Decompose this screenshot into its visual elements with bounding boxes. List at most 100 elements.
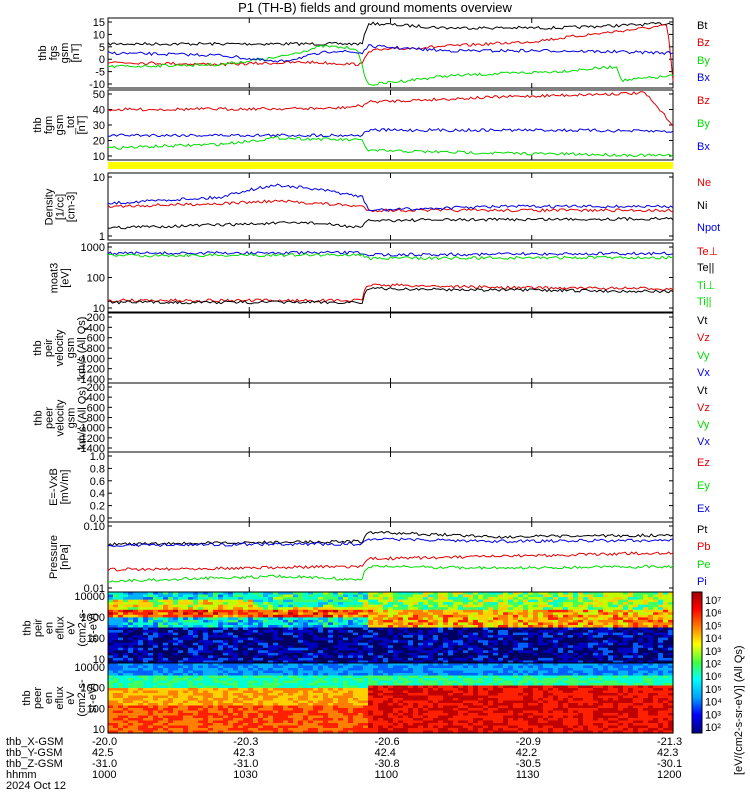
spectrogram-cell — [273, 720, 279, 724]
spectrogram-cell — [268, 594, 274, 598]
spectrogram-cell — [128, 625, 134, 629]
spectrogram-cell — [208, 688, 214, 692]
spectrogram-cell — [273, 614, 279, 618]
spectrogram-cell — [178, 597, 184, 601]
spectrogram-cell — [263, 607, 269, 611]
spectrogram-cell — [318, 663, 324, 667]
spectrogram-cell — [138, 670, 144, 674]
spectrogram-cell — [188, 693, 194, 697]
spectrogram-cell — [443, 642, 449, 646]
spectrogram-cell — [433, 657, 439, 661]
spectrogram-cell — [348, 668, 354, 672]
spectrogram-cell — [638, 609, 644, 613]
spectrogram-cell — [118, 718, 124, 722]
series-Pi — [107, 537, 674, 548]
spectrogram-cell — [358, 640, 364, 644]
spectrogram-cell — [598, 657, 604, 661]
spectrogram-cell — [478, 617, 484, 621]
spectrogram-cell — [453, 602, 459, 606]
spectrogram-cell — [638, 635, 644, 639]
spectrogram-cell — [618, 632, 624, 636]
spectrogram-cell — [168, 678, 174, 682]
spectrogram-cell — [148, 693, 154, 697]
spectrogram-cell — [373, 708, 379, 712]
panel-density: 101 — [93, 172, 674, 243]
spectrogram-cell — [393, 599, 399, 603]
spectrogram-cell — [148, 604, 154, 608]
spectrogram-cell — [193, 599, 199, 603]
spectrogram-cell — [158, 693, 164, 697]
spectrogram-cell — [463, 645, 469, 649]
spectrogram-cell — [468, 604, 474, 608]
spectrogram-cell — [618, 612, 624, 616]
spectrogram-cell — [658, 592, 664, 596]
spectrogram-cell — [503, 594, 509, 598]
spectrogram-cell — [213, 625, 219, 629]
spectrogram-cell — [288, 594, 294, 598]
spectrogram-cell — [548, 647, 554, 651]
spectrogram-cell — [263, 693, 269, 697]
spectrogram-cell — [203, 612, 209, 616]
ytick-label: -400 — [83, 392, 105, 404]
spectrogram-cell — [658, 597, 664, 601]
spectrogram-cell — [113, 703, 119, 707]
spectrogram-cell — [168, 599, 174, 603]
spectrogram-cell — [273, 675, 279, 679]
spectrogram-cell — [283, 690, 289, 694]
spectrogram-cell — [163, 668, 169, 672]
spectrogram-cell — [508, 642, 514, 646]
spectrogram-cell — [613, 607, 619, 611]
spectrogram-cell — [518, 645, 524, 649]
spectrogram-cell — [133, 708, 139, 712]
spectrogram-cell — [393, 630, 399, 634]
spectrogram-cell — [313, 693, 319, 697]
spectrogram-cell — [663, 630, 669, 634]
spectrogram-cell — [118, 710, 124, 714]
spectrogram-cell — [208, 723, 214, 727]
spectrogram-cell — [233, 625, 239, 629]
spectrogram-cell — [548, 635, 554, 639]
spectrogram-cell — [568, 642, 574, 646]
spectrogram-cell — [193, 715, 199, 719]
spectrogram-cell — [508, 632, 514, 636]
spectrogram-cell — [328, 602, 334, 606]
spectrogram-cell — [213, 720, 219, 724]
spectrogram-cell — [108, 642, 114, 646]
spectrogram-cell — [668, 609, 674, 613]
spectrogram-cell — [268, 635, 274, 639]
spectrogram-cell — [488, 625, 494, 629]
spectrogram-cell — [388, 647, 394, 651]
spectrogram-cell — [113, 715, 119, 719]
spectrogram-cell — [168, 693, 174, 697]
spectrogram-cell — [188, 713, 194, 717]
spectrogram-cell — [238, 627, 244, 631]
spectrogram-cell — [158, 645, 164, 649]
spectrogram-cell — [283, 614, 289, 618]
spectrogram-cell — [198, 693, 204, 697]
spectrogram-cell — [503, 612, 509, 616]
spectrogram-cell — [123, 705, 129, 709]
spectrogram-cell — [358, 683, 364, 687]
spectrogram-cell — [393, 607, 399, 611]
spectrogram-cell — [188, 678, 194, 682]
spectrogram-cell — [168, 597, 174, 601]
spectrogram-cell — [293, 657, 299, 661]
spectrogram-cell — [228, 700, 234, 704]
spectrogram-cell — [268, 695, 274, 699]
spectrogram-cell — [263, 602, 269, 606]
spectrogram-cell — [373, 660, 379, 664]
spectrogram-cell — [348, 607, 354, 611]
spectrogram-cell — [608, 607, 614, 611]
spectrogram-cell — [538, 604, 544, 608]
spectrogram-cell — [328, 730, 334, 734]
spectrogram-cell — [183, 640, 189, 644]
spectrogram-cell — [323, 599, 329, 603]
spectrogram-cell — [323, 647, 329, 651]
spectrogram-cell — [263, 720, 269, 724]
spectrogram-cell — [238, 604, 244, 608]
spectrogram-cell — [443, 652, 449, 656]
spectrogram-cell — [143, 614, 149, 618]
spectrogram-cell — [128, 602, 134, 606]
spectrogram-cell — [208, 683, 214, 687]
spectrogram-cell — [368, 647, 374, 651]
